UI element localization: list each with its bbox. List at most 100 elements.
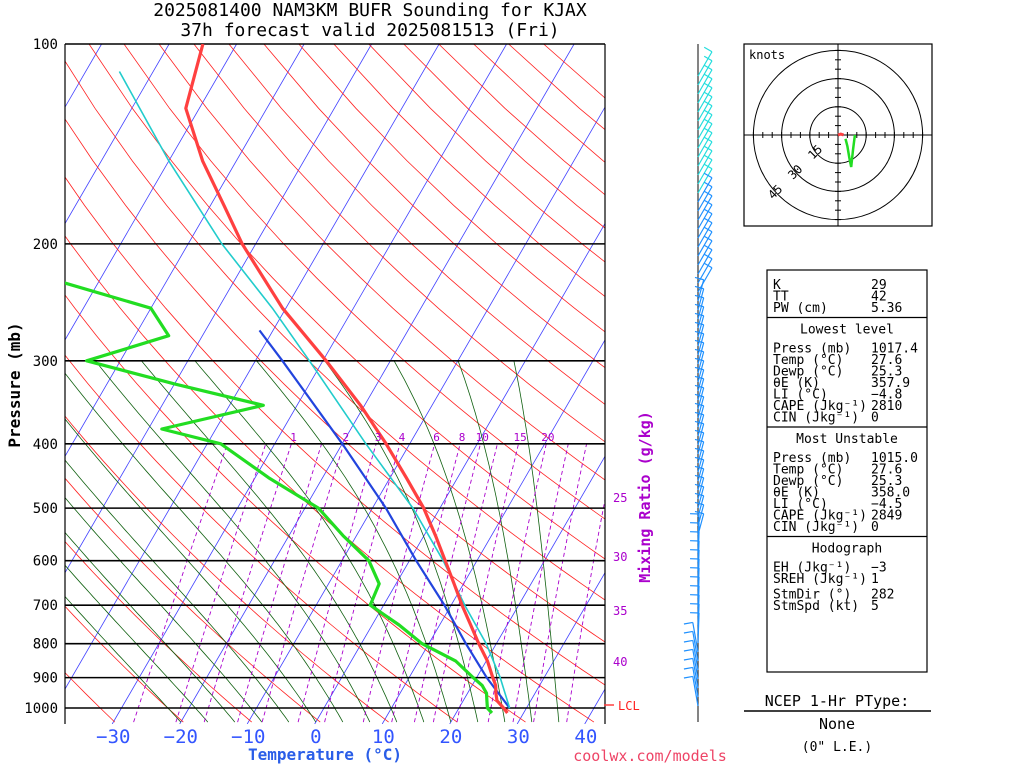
wind-barb-shaft [697,51,713,77]
moist-adiabat-line [65,564,209,723]
wind-barb-flag [703,109,713,116]
temperature-tick-label: 30 [507,726,530,748]
mixing-ratio-tick-label: 1 [290,431,297,444]
mixing-ratio-line [133,443,228,723]
index-label: CAPE (Jkg⁻¹) [773,509,867,524]
theta-e-tick-label: 35 [613,604,627,618]
mixing-ratio-tick-label: 6 [433,431,440,444]
index-value: 2849 [871,509,902,524]
wind-barb-shaft [697,333,705,356]
mixing-ratio-line [261,443,345,723]
wind-barb-shaft [697,360,705,383]
moist-adiabat-line [65,595,182,723]
mixing-ratio-tick-label: 3 [375,431,382,444]
ptype-box: NCEP 1-Hr PType: None (0" L.E.) [744,692,931,755]
index-label: Temp (°C) [773,463,843,478]
wind-barb-shaft [697,468,705,491]
wind-barb-shaft [692,658,699,689]
wind-barb-shaft [697,486,705,509]
wind-barb-shaft [692,667,699,698]
wind-barb-flag [683,657,693,661]
wind-barb-flag [703,226,713,233]
indices-frame [766,269,928,673]
index-label: Temp (°C) [773,353,843,368]
ptype-amount: (0" L.E.) [802,740,872,755]
index-value: −4.8 [871,388,902,403]
mixing-ratio-line [533,443,588,723]
chart-title-line1: 2025081400 NAM3KM BUFR Sounding for KJAX [153,0,587,21]
index-value: 358.0 [871,486,910,501]
wind-barb-flag [694,285,704,290]
wind-barb-shaft [697,249,713,275]
profile-traces [65,44,511,715]
dry-adiabat-line [228,44,605,405]
moist-adiabat-line [194,360,425,723]
wind-barb-shaft [697,141,713,167]
dry-adiabat-line [158,44,605,481]
mixing-ratio-line [324,443,401,723]
isotherm-line [65,44,237,341]
wind-barb-shaft [697,342,705,365]
dry-adiabat-line [193,44,605,443]
moist-adiabat-line [65,531,236,723]
wind-barb-shaft [697,387,705,410]
wind-barb-flag [694,393,704,398]
moist-adiabat-line [256,360,452,723]
index-label: LI (°C) [773,497,828,512]
wind-barb-shaft [697,69,713,95]
wind-barb-flag [694,330,704,335]
wind-barb-flag [683,648,693,652]
index-label: K [773,278,781,293]
mixing-ratio-line [175,443,267,723]
dewpoint-trace [65,281,494,715]
wind-barb-shaft [697,150,713,176]
index-value: 1015.0 [871,451,918,466]
wind-barb-flag [703,253,713,260]
wind-barb-shaft [697,114,713,140]
mixing-ratio-tick-label: 10 [476,431,489,444]
wind-barb-flag [694,384,704,389]
index-label: LI (°C) [773,388,828,403]
wind-barb-shaft [697,123,713,149]
wind-barb-flag [683,621,693,625]
wind-barb-flag [703,46,713,53]
wind-barb-shaft [697,450,705,473]
wind-barb-flag [694,438,704,443]
dry-adiabat-line [65,60,605,601]
index-value: 5 [871,599,879,614]
dry-adiabat-line [298,44,605,333]
mixing-ratio-tick-label: 4 [399,431,406,444]
wind-barb-shaft [697,231,713,257]
index-label: CIN (Jkg⁻¹) [773,411,859,426]
isotherm-line [381,339,605,724]
hodograph-trace-red [837,132,845,137]
index-label: CIN (Jkg⁻¹) [773,520,859,535]
index-label: StmSpd (kt) [773,599,859,614]
wind-barb-flag [694,501,704,506]
temperature-tick-label: 10 [372,726,395,748]
theta-e-tick-label: 40 [613,655,627,669]
wind-barb-shaft [697,423,705,446]
wind-barb-flag [703,73,713,80]
index-value: 282 [871,588,894,603]
wind-barb-shaft [697,396,705,419]
wind-barb-flag [694,411,704,416]
index-value: 5.36 [871,301,902,316]
wind-barb-shaft [697,306,705,329]
wind-barb-shaft [697,432,705,455]
wind-barb-shaft [697,159,713,185]
pressure-tick-label: 500 [33,501,58,517]
dry-adiabat-line [65,540,252,723]
wind-barb-shaft [697,315,705,338]
background-lines [65,44,605,724]
wind-barb-flag [694,294,704,299]
index-label: θE (K) [773,376,820,391]
temperature-tick-label: 20 [439,726,462,748]
wind-barb-flag [703,235,713,242]
wind-barb-shaft [697,222,713,248]
wind-barb-shaft [697,78,713,104]
theta-e-labels: 25 30 35 40 [613,491,627,669]
wind-barb-shaft [697,195,713,221]
moist-adiabat-line [457,360,533,723]
wind-barbs [683,44,713,722]
